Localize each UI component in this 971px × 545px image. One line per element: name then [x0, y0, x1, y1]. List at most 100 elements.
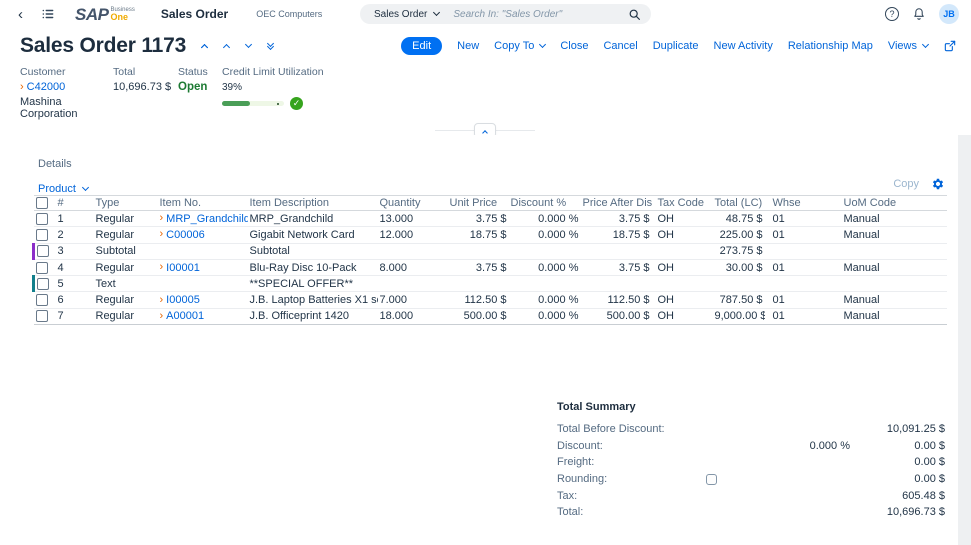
summary-value: 10,696.73 $ — [886, 506, 945, 519]
summary-label: Rounding: — [557, 473, 608, 486]
col-type: Type — [93, 195, 158, 211]
menu-list-icon[interactable] — [41, 7, 55, 21]
rounding-checkbox[interactable] — [706, 474, 717, 486]
duplicate-button[interactable]: Duplicate — [652, 40, 699, 52]
col-total-lc: Total (LC) — [712, 195, 765, 211]
sap-business-one-logo: SAP Business One — [75, 6, 135, 23]
select-all-checkbox[interactable] — [35, 197, 48, 210]
last-record-icon[interactable] — [267, 39, 275, 50]
table-row[interactable]: 7 Regular › A00001 J.B. Officeprint 1420 … — [33, 308, 947, 326]
status-label: Status — [178, 66, 208, 78]
table-row[interactable]: 4 Regular › I00001 Blu-Ray Disc 10-Pack 8… — [33, 259, 947, 277]
first-record-icon[interactable] — [201, 43, 209, 52]
cancel-button[interactable]: Cancel — [603, 40, 638, 52]
notifications-bell-icon[interactable] — [912, 7, 926, 21]
col-number: # — [53, 195, 94, 211]
vertical-scrollbar[interactable] — [958, 135, 971, 545]
row-description: MRP_Grandchild — [247, 210, 378, 228]
item-no-link[interactable]: I00005 — [166, 294, 200, 307]
search-scope-dropdown[interactable]: Sales Order — [374, 9, 441, 20]
summary-value: 0.00 $ — [914, 456, 945, 469]
help-icon[interactable]: ? — [885, 7, 899, 21]
credit-threshold-dot — [276, 102, 280, 105]
credit-limit-block: Credit Limit Utilization 39% ✓ — [222, 66, 324, 120]
copy-link[interactable]: Copy — [893, 178, 919, 190]
row-checkbox[interactable] — [35, 294, 48, 307]
summary-row-total: Total: 10,696.73 $ — [557, 506, 945, 523]
row-checkbox[interactable] — [35, 261, 48, 274]
link-arrow-icon: › — [20, 80, 24, 93]
credit-limit-label: Credit Limit Utilization — [222, 66, 324, 78]
row-checkbox[interactable] — [37, 277, 49, 290]
row-number: 6 — [53, 291, 94, 309]
action-bar: Edit New Copy To Close Cancel Duplicate … — [401, 37, 957, 55]
customer-code-link[interactable]: C42000 — [26, 81, 66, 93]
row-whse: 01 — [764, 210, 840, 228]
col-uom-code: UoM Code — [839, 195, 947, 211]
col-quantity: Quantity — [377, 195, 448, 211]
row-uom: Manual — [839, 291, 947, 309]
row-checkbox[interactable] — [35, 228, 48, 241]
close-button[interactable]: Close — [560, 40, 589, 52]
summary-value: 605.48 $ — [902, 489, 945, 502]
user-avatar[interactable]: JB — [939, 4, 959, 24]
new-button[interactable]: New — [457, 40, 480, 52]
link-arrow-icon: › — [159, 293, 164, 306]
row-number: 2 — [53, 226, 94, 244]
item-no-link[interactable]: I00001 — [166, 261, 200, 274]
row-checkbox[interactable] — [37, 245, 49, 258]
row-total: 30.00 $ — [712, 259, 765, 277]
row-price-after-discount: 500.00 $ — [580, 308, 652, 326]
relationship-map-button[interactable]: Relationship Map — [787, 40, 873, 52]
table-row-text[interactable]: 5 Text **SPECIAL OFFER** — [32, 275, 947, 293]
chevron-down-icon — [921, 40, 930, 49]
summary-row-total-before-discount: Total Before Discount: 10,091.25 $ — [557, 423, 945, 440]
row-unit-price: 500.00 $ — [447, 308, 509, 326]
product-type-dropdown[interactable]: Product — [38, 183, 89, 195]
row-checkbox[interactable] — [35, 212, 48, 225]
page-title: Sales Order 1173 — [20, 34, 187, 57]
table-row[interactable]: 1 Regular › MRP_Grandchild MRP_Grandchild… — [33, 210, 947, 228]
summary-row-rounding: Rounding: 0.00 $ — [557, 473, 945, 490]
row-unit-price: 3.75 $ — [447, 210, 509, 228]
record-navigation — [201, 39, 275, 52]
search-input[interactable] — [453, 8, 628, 20]
row-uom: Manual — [839, 210, 947, 228]
credit-ok-check-icon: ✓ — [290, 97, 303, 110]
col-price-after-discount: Price After Discount — [580, 195, 652, 211]
copy-to-button[interactable]: Copy To — [494, 40, 547, 52]
status-badge: Open — [178, 81, 208, 93]
table-row-subtotal[interactable]: 3 Subtotal Subtotal 273.75 $ — [32, 243, 947, 260]
item-no-link[interactable]: MRP_Grandchild — [166, 212, 248, 225]
summary-row-discount: Discount: 0.000 % 0.00 $ — [557, 440, 945, 457]
summary-value: 10,091.25 $ — [886, 423, 945, 435]
next-record-icon[interactable] — [245, 40, 253, 49]
total-summary-title: Total Summary — [557, 401, 636, 413]
views-button[interactable]: Views — [888, 40, 930, 52]
row-quantity: 12.000 — [377, 226, 448, 244]
table-row[interactable]: 6 Regular › I00005 J.B. Laptop Batteries … — [33, 291, 947, 309]
row-tax-code: OH — [651, 210, 713, 228]
credit-limit-percent: 39% — [222, 82, 243, 93]
line-items-table: # Type Item No. Item Description Quantit… — [32, 195, 947, 326]
search-icon[interactable] — [628, 8, 641, 21]
back-icon[interactable]: ‹ — [18, 5, 23, 23]
item-no-link[interactable]: C00006 — [166, 228, 205, 241]
title-row: Sales Order 1173 Edit New Copy To Close … — [0, 28, 971, 58]
row-uom: Manual — [839, 259, 947, 277]
edit-button[interactable]: Edit — [401, 37, 443, 55]
open-in-new-window-icon[interactable] — [943, 39, 957, 53]
row-checkbox[interactable] — [35, 310, 48, 323]
row-number: 5 — [53, 275, 94, 293]
table-row[interactable]: 2 Regular › C00006 Gigabit Network Card 1… — [33, 226, 947, 244]
logo-business-text: Business — [110, 6, 135, 13]
row-tax-code: OH — [651, 308, 713, 326]
previous-record-icon[interactable] — [223, 43, 231, 52]
customer-label: Customer — [20, 66, 66, 78]
new-activity-button[interactable]: New Activity — [713, 40, 773, 52]
row-total: 9,000.00 $ — [712, 308, 765, 326]
row-total: 787.50 $ — [712, 291, 765, 309]
item-no-link[interactable]: A00001 — [166, 310, 205, 323]
table-settings-gear-icon[interactable] — [931, 177, 945, 191]
row-number: 3 — [53, 243, 94, 260]
